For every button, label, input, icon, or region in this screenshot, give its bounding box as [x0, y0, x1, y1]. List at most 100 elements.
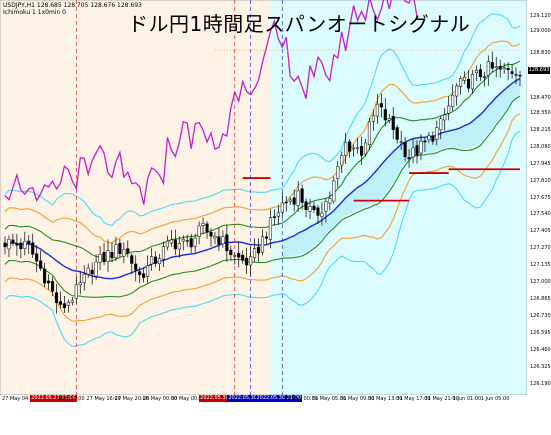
- bull-candle: [455, 85, 459, 97]
- bear-candle: [126, 248, 130, 254]
- price-tick: 126.190: [530, 380, 551, 387]
- bull-candle: [474, 70, 478, 73]
- bull-candle: [201, 223, 205, 226]
- time-label: 1 Jun 05:00: [480, 396, 510, 402]
- bear-candle: [102, 252, 106, 263]
- price-tick: 126.730: [530, 313, 551, 319]
- bear-candle: [359, 146, 364, 156]
- bull-candle: [260, 236, 265, 253]
- bear-candle: [15, 243, 19, 246]
- bear-candle: [300, 188, 304, 203]
- bull-candle: [66, 301, 70, 306]
- bull-candle: [193, 237, 197, 247]
- bull-candle: [332, 180, 336, 202]
- mid-lower-band: [4, 113, 521, 322]
- bear-candle: [490, 62, 494, 69]
- bear-candle: [118, 242, 122, 255]
- bull-candle: [344, 142, 348, 156]
- outer-upper-band: [4, 13, 521, 227]
- chikou-span: [4, 0, 418, 205]
- price-tick: 126.865: [530, 296, 551, 303]
- bear-candle: [50, 281, 55, 292]
- bear-candle: [173, 239, 177, 250]
- bear-candle: [423, 140, 427, 143]
- price-tick: 128.215: [530, 126, 551, 133]
- time-label: May 12:00: [58, 396, 85, 402]
- bull-candle: [419, 140, 423, 154]
- price-tick: 127.810: [530, 177, 551, 184]
- left-period-bg: [0, 0, 271, 395]
- bear-candle: [209, 232, 213, 237]
- price-tick: 127.405: [530, 228, 551, 235]
- symbol-info: USDJPY,H1 128.685 128.705 128.676 128.69…: [3, 2, 142, 16]
- bull-candle: [161, 246, 166, 260]
- bear-candle: [284, 201, 288, 204]
- bull-candle: [114, 244, 118, 258]
- bear-candle: [466, 79, 471, 89]
- bear-candle: [189, 238, 193, 248]
- bear-candle: [383, 109, 387, 121]
- bull-candle: [276, 212, 280, 217]
- bull-candle: [308, 206, 312, 212]
- price-tick: 127.270: [530, 245, 551, 252]
- price-tick: 128.830: [530, 49, 551, 56]
- time-label: 2022.05.30 15:00: [227, 395, 274, 402]
- bear-candle: [185, 240, 189, 242]
- time-label: 2022.05.30 21:00: [255, 395, 303, 402]
- kumo-cloud: [282, 78, 520, 257]
- bull-candle: [387, 118, 391, 121]
- price-chart[interactable]: [0, 0, 527, 395]
- bear-candle: [514, 74, 518, 76]
- bull-candle: [70, 300, 74, 303]
- bull-candle: [320, 212, 324, 217]
- time-label: 31 May 05:00: [311, 396, 347, 402]
- price-tick: 128.080: [530, 143, 551, 150]
- bull-candle: [328, 198, 332, 204]
- bear-candle: [229, 249, 233, 256]
- bull-candle: [86, 267, 90, 275]
- price-tick: 126.460: [530, 346, 551, 353]
- bear-candle: [237, 253, 241, 258]
- bull-candle: [352, 147, 356, 150]
- time-label: 30 May 00:00: [171, 396, 206, 402]
- time-label: 31 May 00:00: [283, 396, 318, 402]
- bull-candle: [150, 256, 154, 265]
- bull-candle: [435, 127, 439, 140]
- bull-candle: [221, 236, 225, 245]
- bear-candle: [19, 242, 23, 250]
- mid-upper-band: [4, 40, 521, 244]
- bull-candle: [288, 199, 292, 202]
- bear-candle: [43, 268, 47, 284]
- symbol-line: USDJPY,H1 128.685 128.705 128.676 128.69…: [3, 2, 142, 9]
- bull-candle: [296, 190, 300, 206]
- bull-candle: [336, 166, 340, 179]
- bull-candle: [181, 239, 185, 242]
- time-label: 1 Jun 01:00: [452, 396, 482, 402]
- bear-candle: [379, 103, 383, 108]
- time-label: 31 May 17:00: [396, 396, 431, 402]
- price-tick: 127.945: [530, 160, 551, 167]
- bear-candle: [518, 75, 522, 77]
- bull-candle: [399, 141, 403, 143]
- bull-candle: [375, 103, 379, 117]
- price-tick: 126.595: [530, 329, 551, 336]
- bull-candle: [249, 256, 253, 266]
- bear-candle: [312, 205, 316, 210]
- bear-candle: [510, 71, 514, 74]
- bear-candle: [62, 303, 66, 308]
- bull-candle: [253, 248, 257, 259]
- bull-candle: [7, 238, 11, 250]
- bull-candle: [197, 225, 201, 237]
- bull-candle: [470, 73, 475, 90]
- chart-title: ドル円1時間足スパンオートシグナル: [128, 12, 471, 36]
- bear-candle: [241, 254, 245, 261]
- bull-candle: [74, 284, 78, 299]
- inner-lower-band: [4, 95, 521, 298]
- bull-candle: [486, 61, 490, 76]
- bear-candle: [58, 301, 63, 305]
- bear-candle: [506, 67, 510, 70]
- time-label: 2022.05.27 11:00: [30, 395, 77, 402]
- bull-candle: [233, 255, 237, 257]
- bull-candle: [268, 217, 272, 240]
- bear-candle: [217, 236, 221, 245]
